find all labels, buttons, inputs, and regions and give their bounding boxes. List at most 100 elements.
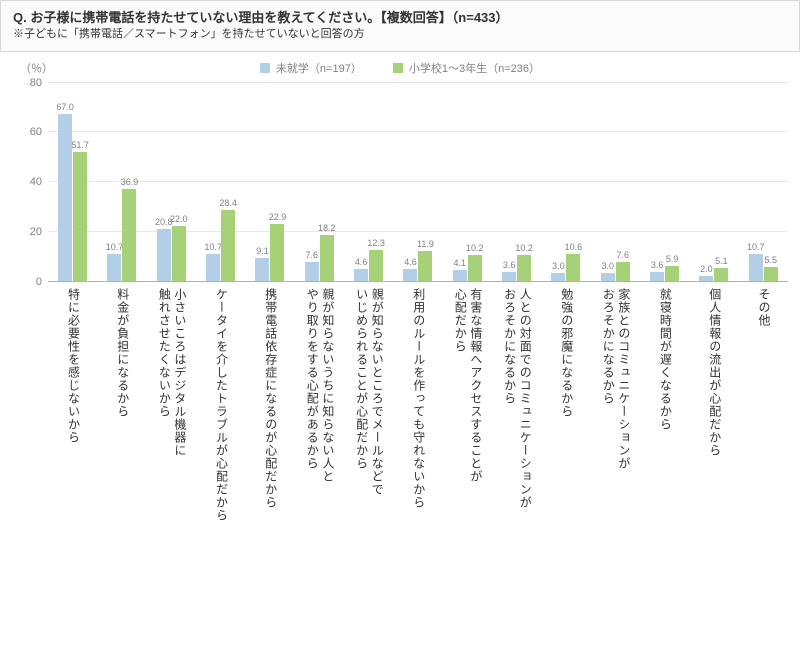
bar-value-label: 3.6 (651, 260, 664, 270)
y-tick-label: 60 (30, 126, 42, 138)
bar-value-label: 4.6 (404, 257, 417, 267)
x-label-cell: 人との対面でのコミュニケーションが おろそかになるから (492, 288, 541, 522)
bar-group: 9.122.9 (245, 82, 294, 281)
bar-value-label: 7.6 (306, 250, 319, 260)
bar: 28.4 (221, 210, 235, 281)
bar-value-label: 5.5 (764, 255, 777, 265)
bar-value-label: 7.6 (617, 250, 630, 260)
bar-group: 4.611.9 (393, 82, 442, 281)
x-label-cell: 勉強の邪魔になるから (541, 288, 590, 522)
x-label-cell: その他 (739, 288, 788, 522)
bar: 3.6 (502, 272, 516, 281)
bar-value-label: 36.9 (121, 177, 139, 187)
bar-value-label: 4.6 (355, 257, 368, 267)
bar-group: 10.7 5.5 (739, 82, 788, 281)
bar-value-label: 9.1 (256, 246, 269, 256)
bar: 10.7 (206, 254, 220, 281)
bar-value-label: 3.0 (602, 261, 615, 271)
bar-group: 7.618.2 (295, 82, 344, 281)
x-label-cell: 有害な情報へアクセスすることが 心配だから (443, 288, 492, 522)
x-label-cell: 特に必要性を感じないから (48, 288, 97, 522)
legend-swatch-1 (393, 63, 403, 73)
bar: 7.6 (305, 262, 319, 281)
bar-value-label: 51.7 (71, 140, 89, 150)
bar: 22.9 (270, 224, 284, 281)
x-label: 親が知らないところでメールなどで いじめられることが心配だから (353, 288, 384, 522)
bar-value-label: 11.9 (417, 239, 434, 249)
x-label-cell: 親が知らないところでメールなどで いじめられることが心配だから (344, 288, 393, 522)
bar: 20.8 (157, 229, 171, 281)
chart-area: （％） 未就学（n=197） 小学校1～3年生（n=236） 020406080… (0, 56, 800, 646)
bar: 10.7 (107, 254, 121, 281)
bar-group: 10.736.9 (97, 82, 146, 281)
bar-value-label: 22.0 (170, 214, 188, 224)
bar-value-label: 4.1 (454, 258, 467, 268)
x-label: 勉強の邪魔になるから (558, 288, 574, 522)
bar-group: 67.051.7 (48, 82, 97, 281)
bar: 36.9 (122, 189, 136, 281)
chart-header: Q. お子様に携帯電話を持たせていない理由を教えてください。【複数回答】（n=4… (0, 0, 800, 52)
legend-label-0: 未就学（n=197） (276, 60, 362, 76)
bar: 10.6 (566, 254, 580, 280)
x-label: 利用のルールを作っても守れないから (410, 288, 426, 522)
bar-value-label: 10.7 (106, 242, 124, 252)
bar: 5.5 (764, 267, 778, 281)
x-label: 就寝時間が遅くなるから (657, 288, 673, 522)
x-label: ケータイを介したトラブルが心配だから (213, 288, 229, 522)
x-label-cell: 利用のルールを作っても守れないから (393, 288, 442, 522)
y-tick-label: 0 (36, 276, 42, 288)
bar-value-label: 10.7 (747, 242, 765, 252)
plot-area: 020406080 67.051.710.736.920.822.010.728… (48, 82, 788, 282)
bar: 3.6 (650, 272, 664, 281)
x-label: 家族とのコミュニケーションが おろそかになるから (600, 288, 631, 522)
bar: 9.1 (255, 258, 269, 281)
bar: 51.7 (73, 152, 87, 281)
x-label: 親が知らないうちに知らない人と やり取りをする心配があるから (304, 288, 335, 522)
bar-value-label: 12.3 (367, 238, 385, 248)
bar-group: 2.05.1 (689, 82, 738, 281)
legend-item-0: 未就学（n=197） (260, 60, 362, 76)
bar: 4.6 (354, 269, 368, 280)
bar-group: 20.8 22.0 (147, 82, 196, 281)
bar-group: 10.728.4 (196, 82, 245, 281)
bar: 12.3 (369, 250, 383, 281)
bar-group: 4.612.3 (344, 82, 393, 281)
x-label: その他 (755, 288, 771, 522)
x-label: 小さいころはデジタル機器に 触れさせたくないから (156, 288, 187, 522)
x-label: 特に必要性を感じないから (65, 288, 81, 522)
bar: 67.0 (58, 114, 72, 281)
bar-group: 3.07.6 (591, 82, 640, 281)
x-label-cell: 携帯電話依存症になるのが心配だから (245, 288, 294, 522)
x-label-cell: 家族とのコミュニケーションが おろそかになるから (591, 288, 640, 522)
bar: 3.0 (551, 273, 565, 280)
x-label-cell: 就寝時間が遅くなるから (640, 288, 689, 522)
y-tick-label: 80 (30, 77, 42, 89)
chart-title: Q. お子様に携帯電話を持たせていない理由を教えてください。【複数回答】（n=4… (13, 9, 787, 27)
x-label-cell: ケータイを介したトラブルが心配だから (196, 288, 245, 522)
bars-container: 67.051.710.736.920.822.010.728.49.122.97… (48, 82, 788, 281)
x-label-cell: 個人情報の流出が心配だから (689, 288, 738, 522)
legend-item-1: 小学校1～3年生（n=236） (393, 60, 540, 76)
bar-group: 3.610.2 (492, 82, 541, 281)
bar-value-label: 2.0 (700, 264, 713, 274)
bar: 3.0 (601, 273, 615, 280)
bar-value-label: 3.0 (552, 261, 565, 271)
bar: 5.1 (714, 268, 728, 281)
bar-group: 4.110.2 (443, 82, 492, 281)
bar: 18.2 (320, 235, 334, 280)
bar-value-label: 67.0 (56, 102, 74, 112)
bar: 7.6 (616, 262, 630, 281)
x-label-cell: 料金が負担になるから (97, 288, 146, 522)
bar: 10.2 (468, 255, 482, 280)
gridline: 0 (48, 281, 788, 282)
x-label: 料金が負担になるから (114, 288, 130, 522)
bar-value-label: 5.9 (666, 254, 679, 264)
x-label: 携帯電話依存症になるのが心配だから (262, 288, 278, 522)
bar: 2.0 (699, 276, 713, 281)
bar: 11.9 (418, 251, 432, 281)
x-label: 人との対面でのコミュニケーションが おろそかになるから (501, 288, 532, 522)
bar-value-label: 10.7 (204, 242, 222, 252)
bar-value-label: 3.6 (503, 260, 516, 270)
bar-value-label: 22.9 (269, 212, 287, 222)
x-label-cell: 親が知らないうちに知らない人と やり取りをする心配があるから (295, 288, 344, 522)
